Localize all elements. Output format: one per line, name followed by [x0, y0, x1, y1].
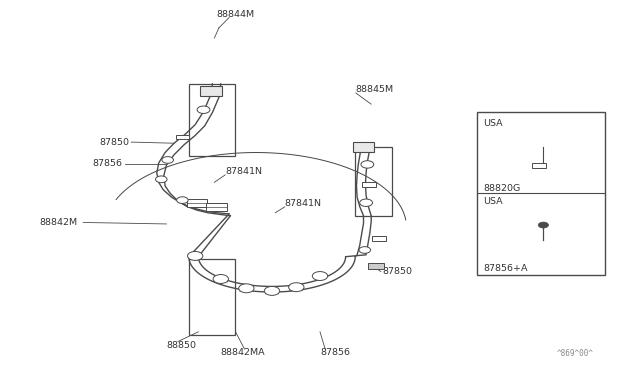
- Circle shape: [197, 106, 210, 113]
- Bar: [176, 135, 189, 139]
- Circle shape: [213, 275, 228, 283]
- Text: 87856: 87856: [93, 159, 123, 168]
- Text: 87841N: 87841N: [285, 199, 322, 208]
- Text: 87856+A: 87856+A: [483, 264, 528, 273]
- Bar: [200, 86, 222, 96]
- Circle shape: [538, 222, 548, 228]
- Bar: [189, 259, 235, 335]
- Circle shape: [361, 161, 374, 168]
- Text: USA: USA: [483, 119, 503, 128]
- Text: 87856: 87856: [320, 348, 350, 357]
- Circle shape: [360, 199, 372, 206]
- Text: 88850: 88850: [166, 341, 196, 350]
- Bar: [355, 147, 392, 216]
- Text: 88845M: 88845M: [356, 85, 394, 94]
- Circle shape: [289, 283, 304, 292]
- Bar: [206, 203, 227, 211]
- Bar: [353, 142, 374, 152]
- Text: 88842M: 88842M: [40, 218, 78, 227]
- Text: 88842MA: 88842MA: [221, 348, 266, 357]
- Text: 87850: 87850: [99, 138, 129, 147]
- Text: ^869^00^: ^869^00^: [557, 349, 594, 358]
- Text: USA: USA: [483, 197, 503, 206]
- Bar: [189, 84, 235, 156]
- Circle shape: [264, 286, 280, 295]
- Text: 88820G: 88820G: [483, 184, 520, 193]
- Circle shape: [359, 247, 371, 253]
- Circle shape: [177, 197, 188, 203]
- Bar: [372, 236, 386, 241]
- Circle shape: [156, 176, 167, 183]
- Text: 87841N: 87841N: [225, 167, 262, 176]
- Bar: [477, 112, 605, 275]
- Bar: [532, 163, 546, 168]
- Text: 87850: 87850: [383, 267, 413, 276]
- Circle shape: [239, 284, 254, 293]
- Bar: [362, 182, 376, 187]
- Circle shape: [312, 272, 328, 280]
- Text: 88844M: 88844M: [216, 10, 255, 19]
- Bar: [368, 263, 384, 269]
- Circle shape: [162, 157, 173, 163]
- Bar: [187, 199, 207, 207]
- Circle shape: [188, 251, 203, 260]
